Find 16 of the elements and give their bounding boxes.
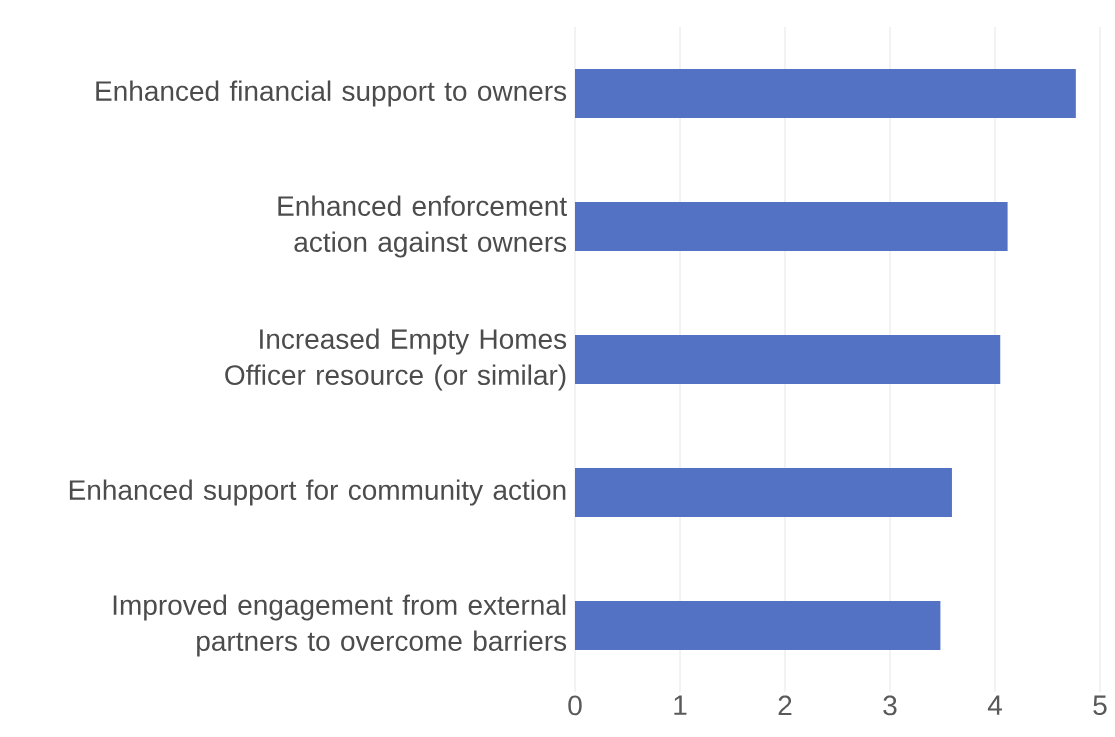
bar xyxy=(575,600,941,651)
y-tick-label: Increased Empty Homes Officer resource (or similar) xyxy=(225,328,567,391)
y-tick-label: Enhanced financial support to owners xyxy=(96,80,567,107)
x-tick-label: 0 xyxy=(568,695,582,716)
bar xyxy=(575,334,1001,385)
y-tick-label: Enhanced support for community action xyxy=(69,479,566,506)
x-tick-label: 4 xyxy=(987,695,1002,715)
x-tick-label: 5 xyxy=(1093,695,1107,716)
y-tick-label: Improved engagement from external partners to overcome barriers xyxy=(113,594,567,657)
x-tick-label: 2 xyxy=(778,695,792,716)
bar xyxy=(575,467,952,518)
bar xyxy=(575,201,1008,252)
y-tick-label: Enhanced enforcement action against owners xyxy=(278,195,567,258)
x-tick-label: 3 xyxy=(883,695,897,716)
bar xyxy=(575,68,1076,119)
x-tick-label: 1 xyxy=(674,695,687,715)
